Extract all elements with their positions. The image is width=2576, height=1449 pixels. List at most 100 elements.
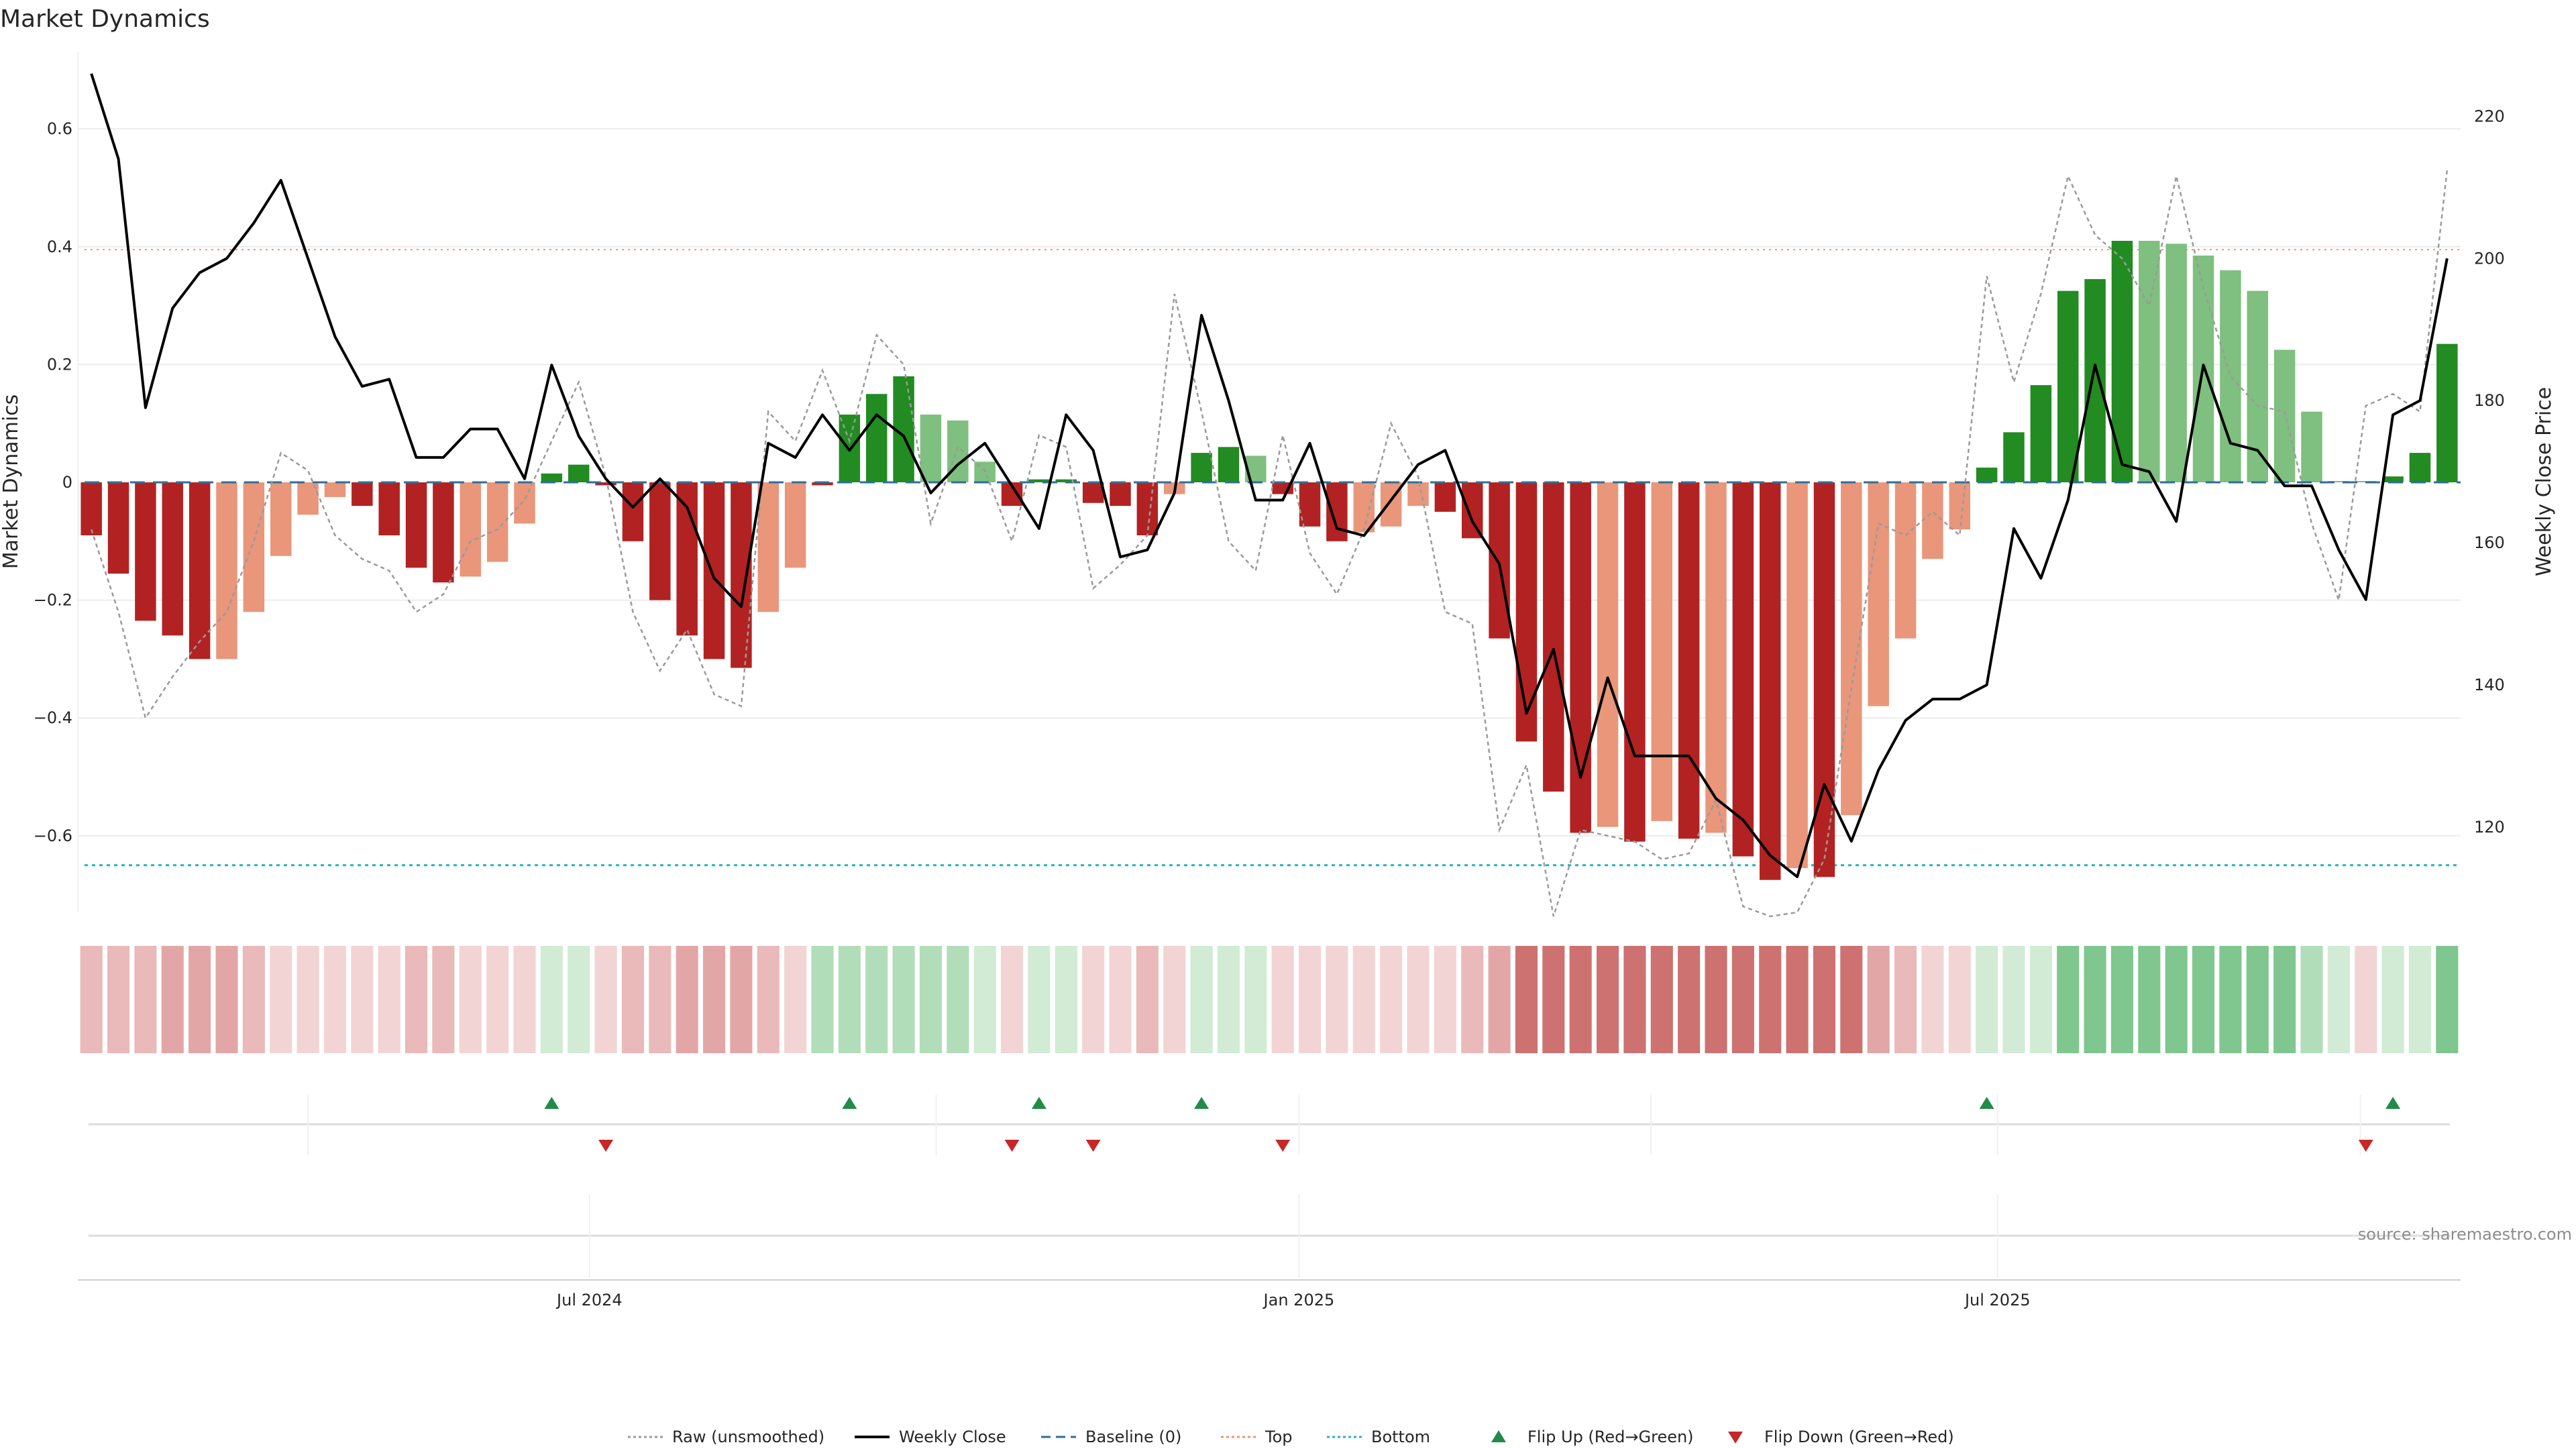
bar-72 — [2030, 385, 2052, 482]
heatmap-cell-72 — [2029, 946, 2052, 1053]
heatmap-cell-44 — [1271, 946, 1294, 1053]
bar-81 — [2273, 350, 2296, 482]
bar-53 — [1515, 482, 1538, 742]
heatmap-cell-25 — [757, 946, 780, 1053]
left-axis-ticks: 0.6 0.4 0.2 0 −0.2 −0.4 −0.6 — [34, 119, 72, 845]
heatmap-cell-48 — [1380, 946, 1403, 1053]
flip-up-marker-5 — [2385, 1097, 2401, 1109]
bar-70 — [1976, 468, 1998, 482]
heatmap-cell-81 — [2273, 946, 2296, 1053]
legend-symbol-5 — [1491, 1430, 1506, 1442]
weekly-close-line — [90, 73, 2449, 879]
heatmap-cell-62 — [1759, 946, 1782, 1053]
heatmap-cell-14 — [459, 946, 482, 1053]
bar-1 — [107, 482, 129, 574]
heatmap-cell-50 — [1434, 946, 1456, 1053]
left-tick-label-0: 0.6 — [47, 119, 72, 138]
legend-label-6: Flip Down (Green→Red) — [1764, 1428, 1954, 1446]
heatmap-cell-60 — [1705, 946, 1727, 1053]
legend: Raw (unsmoothed) Weekly Close Baseline (0)… — [628, 1428, 1954, 1446]
heatmap-cell-18 — [568, 946, 590, 1053]
heatmap-cell-78 — [2192, 946, 2215, 1053]
left-tick-label-4: −0.2 — [34, 591, 72, 610]
heatmap-cell-84 — [2355, 946, 2377, 1053]
heatmap-cell-6 — [242, 946, 265, 1053]
right-tick-label-5: 120 — [2474, 818, 2505, 837]
heatmap-cell-32 — [947, 946, 969, 1053]
heatmap-cell-2 — [134, 946, 157, 1053]
bar-35 — [1028, 479, 1050, 482]
heatmap-cell-10 — [351, 946, 374, 1053]
heatmap-cell-9 — [323, 946, 347, 1053]
left-tick-label-6: −0.6 — [34, 826, 72, 845]
heatmap-cell-45 — [1298, 946, 1322, 1053]
x-tick-label-0: Jul 2024 — [555, 1291, 623, 1309]
right-tick-label-3: 160 — [2474, 533, 2505, 552]
bar-74 — [2084, 279, 2106, 482]
heatmap-cell-61 — [1731, 946, 1754, 1053]
legend-item-5: Flip Up (Red→Green) — [1491, 1428, 1694, 1446]
heatmap-cell-77 — [2165, 946, 2188, 1053]
bar-55 — [1570, 482, 1591, 833]
legend-item-4: Bottom — [1327, 1428, 1430, 1446]
x-tick-label-1: Jan 2025 — [1263, 1291, 1335, 1309]
heatmap-cell-31 — [919, 946, 943, 1053]
heatmap-cell-28 — [838, 946, 861, 1053]
bar-19 — [595, 482, 616, 486]
heatmap-cell-80 — [2246, 946, 2269, 1053]
bar-42 — [1218, 447, 1240, 482]
heatmap-cell-22 — [676, 946, 698, 1053]
heatmap-cell-26 — [784, 946, 807, 1053]
bar-47 — [1353, 482, 1375, 533]
bar-18 — [568, 464, 590, 482]
legend-item-0: Raw (unsmoothed) — [628, 1428, 824, 1446]
bar-59 — [1678, 482, 1700, 839]
heatmap-cell-83 — [2327, 946, 2350, 1053]
heatmap-cell-7 — [270, 946, 292, 1053]
heatmap-cell-63 — [1786, 946, 1809, 1053]
heatmap-cell-74 — [2084, 946, 2106, 1053]
heatmap-cell-68 — [1921, 946, 1944, 1053]
legend-label-0: Raw (unsmoothed) — [672, 1428, 824, 1446]
legend-label-4: Bottom — [1371, 1428, 1430, 1446]
right-axis-label: Weekly Close Price — [2532, 387, 2556, 576]
left-tick-label-2: 0.2 — [47, 355, 72, 374]
bar-61 — [1732, 482, 1754, 857]
heatmap-cell-46 — [1326, 946, 1348, 1053]
legend-item-1: Weekly Close — [855, 1428, 1006, 1446]
heatmap-cell-47 — [1352, 946, 1375, 1053]
bar-11 — [378, 482, 400, 536]
right-tick-label-2: 180 — [2474, 391, 2505, 410]
heatmap-cell-37 — [1082, 946, 1105, 1053]
heatmap-cell-35 — [1028, 946, 1051, 1053]
heatmap-cell-36 — [1055, 946, 1077, 1053]
heatmap-cell-12 — [405, 946, 428, 1053]
heatmap-cell-73 — [2057, 946, 2080, 1053]
heatmap-cell-34 — [1000, 946, 1024, 1053]
heatmap-cell-58 — [1650, 946, 1673, 1053]
flip-up-marker-3 — [1194, 1097, 1210, 1109]
legend-label-3: Top — [1265, 1428, 1293, 1446]
heatmap-cell-16 — [513, 946, 536, 1053]
bar-27 — [812, 482, 833, 486]
bar-26 — [784, 482, 806, 568]
bar-20 — [622, 482, 644, 541]
heatmap-cell-52 — [1488, 946, 1511, 1053]
right-tick-label-1: 200 — [2474, 249, 2505, 268]
bar-39 — [1136, 482, 1159, 536]
bar-73 — [2057, 290, 2079, 482]
bar-37 — [1082, 482, 1104, 503]
bar-29 — [865, 394, 888, 482]
raw-series-line — [90, 170, 2449, 918]
bar-63 — [1786, 482, 1808, 869]
heatmap-cell-57 — [1623, 946, 1646, 1053]
bar-67 — [1894, 482, 1917, 639]
bar-71 — [2003, 432, 2025, 482]
heatmap-cell-53 — [1515, 946, 1538, 1053]
bar-0 — [80, 482, 102, 536]
heatmap-strip — [80, 946, 2459, 1053]
heatmap-cell-51 — [1461, 946, 1484, 1053]
bar-68 — [1922, 482, 1943, 559]
bar-23 — [703, 482, 725, 659]
legend-label-1: Weekly Close — [899, 1428, 1006, 1446]
